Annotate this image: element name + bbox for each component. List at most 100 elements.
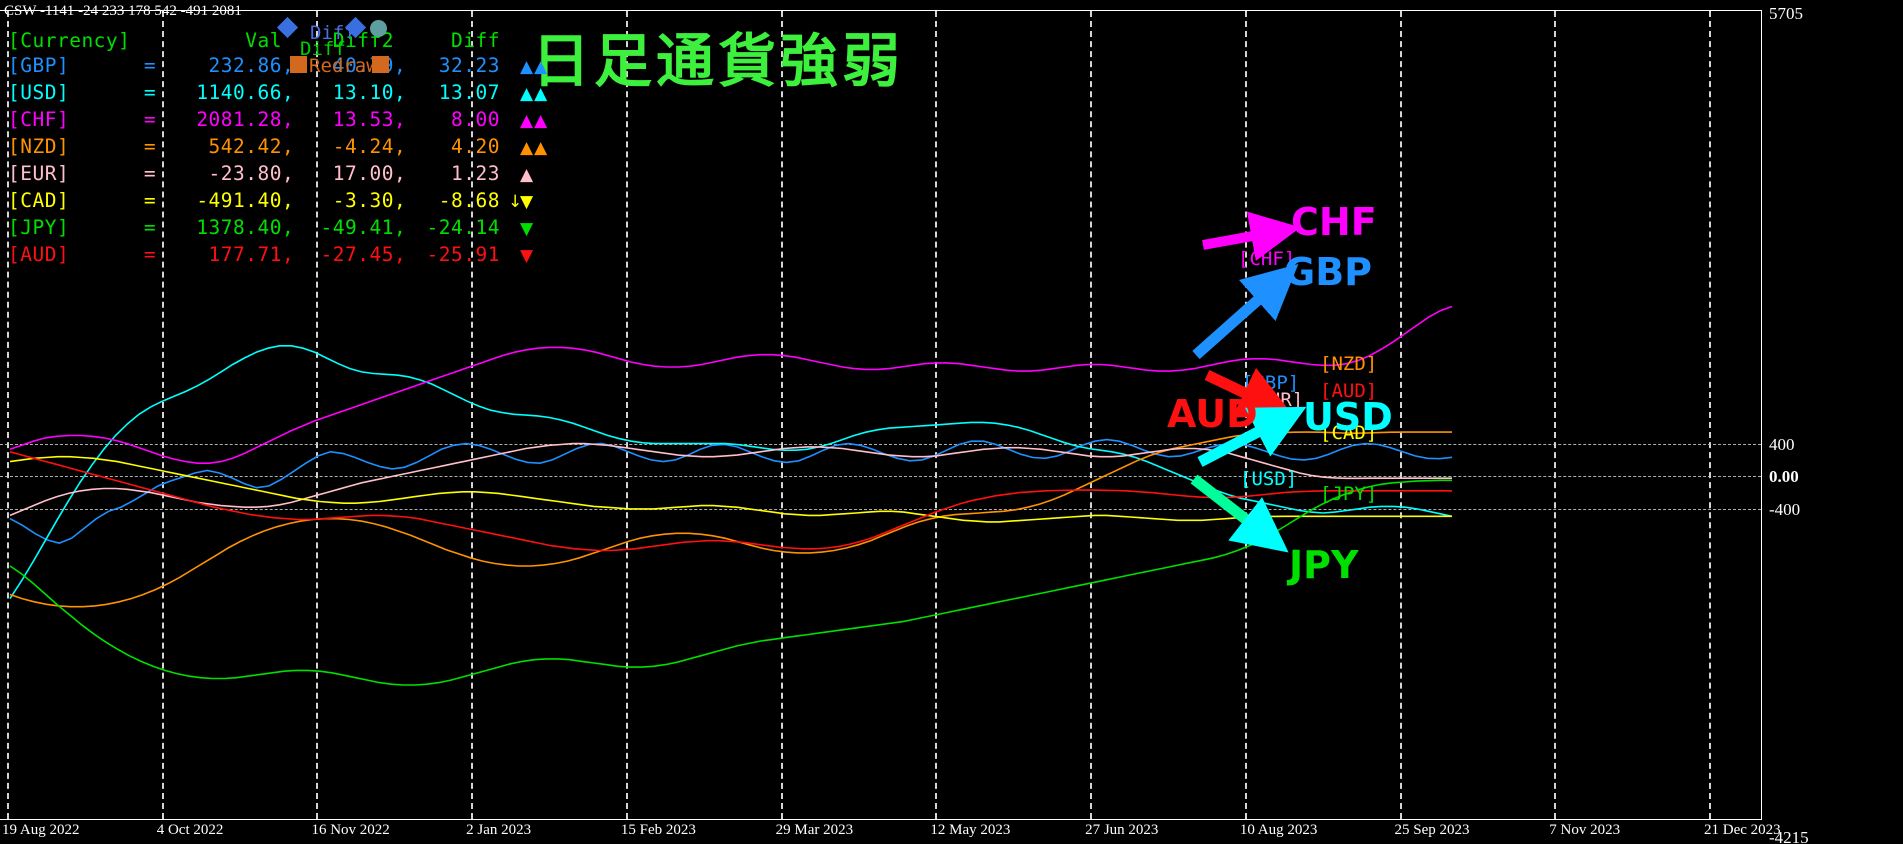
table-row: [JPY] = 1378.40, -49.41, -24.14 ▼ bbox=[8, 215, 570, 242]
control-widgets[interactable]: Diff Diff Redraw bbox=[276, 16, 412, 77]
row-trend-marker-icon: ▲▲ bbox=[500, 136, 570, 161]
row-comma2: , bbox=[394, 189, 407, 212]
row-equals: = bbox=[143, 54, 157, 77]
series-label-nzd: [NZD] bbox=[1320, 353, 1378, 375]
row-val: 1378.40 bbox=[196, 216, 282, 239]
row-comma2: , bbox=[394, 108, 407, 131]
status-circle-icon[interactable] bbox=[370, 20, 387, 37]
row-triangle-icon: ▼ bbox=[520, 246, 535, 266]
row-currency: [CAD] bbox=[8, 189, 70, 212]
row-val: -491.40 bbox=[196, 189, 282, 212]
x-axis-tick-label: 12 May 2023 bbox=[930, 822, 1011, 838]
row-trend-marker-icon: ▲▲ bbox=[500, 82, 570, 107]
row-diff2: -27.45 bbox=[320, 243, 394, 266]
row-equals: = bbox=[143, 108, 157, 131]
status-header-text: CSW -1141 -24 233 178 542 -491 2081 bbox=[4, 3, 242, 19]
redraw-square-left-icon[interactable] bbox=[290, 56, 307, 73]
row-diff: 32.23 bbox=[438, 54, 500, 77]
redraw-button-label[interactable]: Redraw bbox=[309, 55, 378, 77]
table-row: [CAD] = -491.40, -3.30, -8.68 ↓▼ bbox=[8, 188, 570, 215]
row-diff2: -3.30 bbox=[332, 189, 394, 212]
row-comma2: , bbox=[394, 54, 407, 77]
row-comma2: , bbox=[394, 135, 407, 158]
row-val: 2081.28 bbox=[196, 108, 282, 131]
row-comma2: , bbox=[394, 243, 407, 266]
row-currency: [USD] bbox=[8, 81, 70, 104]
table-row: [AUD] = 177.71, -27.45, -25.91 ▼ bbox=[8, 242, 570, 269]
row-diff: 4.20 bbox=[451, 135, 500, 158]
row-currency: [CHF] bbox=[8, 108, 70, 131]
row-val: -23.80 bbox=[208, 162, 282, 185]
row-comma: , bbox=[282, 108, 295, 131]
row-comma: , bbox=[282, 162, 295, 185]
diff2-button-label[interactable]: Diff bbox=[310, 22, 356, 44]
redraw-square-right-icon[interactable] bbox=[372, 56, 389, 73]
row-triangle-icon: ▲▲ bbox=[520, 138, 549, 158]
callout-label-usd: USD bbox=[1303, 395, 1393, 439]
vertical-gridline bbox=[7, 11, 9, 819]
row-comma2: , bbox=[394, 81, 407, 104]
row-diff: -24.14 bbox=[426, 216, 500, 239]
row-trend-marker-icon: ▼ bbox=[500, 244, 570, 269]
y-axis-tick-label: -4215 bbox=[1769, 828, 1809, 844]
row-triangle-icon: ▲▲ bbox=[520, 111, 549, 131]
row-equals: = bbox=[143, 189, 157, 212]
x-axis-tick-label: 27 Jun 2023 bbox=[1085, 822, 1159, 838]
table-body: [GBP] = 232.86, 40.79, 32.23 ▲▲ [USD] = 1140.66,… bbox=[8, 53, 570, 269]
vertical-gridline bbox=[1399, 11, 1402, 819]
diff-button-label[interactable]: Diff bbox=[300, 38, 346, 60]
table-row: [NZD] = 542.42, -4.24, 4.20 ▲▲ bbox=[8, 134, 570, 161]
table-row: [CHF] = 2081.28, 13.53, 8.00 ▲▲ bbox=[8, 107, 570, 134]
vertical-gridline bbox=[935, 11, 938, 819]
x-axis-tick-label: 19 Aug 2022 bbox=[2, 822, 80, 838]
row-currency: [EUR] bbox=[8, 162, 70, 185]
row-diff2: 13.53 bbox=[332, 108, 394, 131]
x-axis-tick-label: 15 Feb 2023 bbox=[620, 822, 696, 838]
row-diff: 13.07 bbox=[438, 81, 500, 104]
callout-label-aud: AUD bbox=[1167, 392, 1258, 436]
row-currency: [AUD] bbox=[8, 243, 70, 266]
horizontal-gridline bbox=[0, 508, 1761, 510]
callout-label-jpy: JPY bbox=[1289, 543, 1359, 587]
row-equals: = bbox=[143, 243, 157, 266]
row-val: 1140.66 bbox=[196, 81, 282, 104]
row-comma: , bbox=[282, 189, 295, 212]
row-diff: 1.23 bbox=[451, 162, 500, 185]
table-row: [EUR] = -23.80, 17.00, 1.23 ▲ bbox=[8, 161, 570, 188]
row-trend-marker-icon: ▲ bbox=[500, 163, 570, 188]
x-axis-tick-label: 29 Mar 2023 bbox=[775, 822, 854, 838]
vertical-gridline bbox=[1554, 11, 1557, 819]
vertical-gridline bbox=[1709, 11, 1711, 819]
row-comma2: , bbox=[394, 162, 407, 185]
header-val: Val bbox=[245, 29, 282, 52]
x-axis-tick-label: 4 Oct 2022 bbox=[156, 822, 224, 838]
row-triangle-icon: ▼ bbox=[520, 219, 535, 239]
row-val: 542.42 bbox=[208, 135, 282, 158]
x-axis-tick-label: 25 Sep 2023 bbox=[1394, 822, 1470, 838]
row-trend-marker-icon: ▼ bbox=[500, 217, 570, 242]
table-row: [USD] = 1140.66, 13.10, 13.07 ▲▲ bbox=[8, 80, 570, 107]
x-axis: 19 Aug 2022 4 Oct 2022 16 Nov 2022 2 Jan 20… bbox=[0, 822, 1781, 844]
table-row: [GBP] = 232.86, 40.79, 32.23 ▲▲ bbox=[8, 53, 570, 80]
x-axis-tick-label: 2 Jan 2023 bbox=[466, 822, 532, 838]
vertical-gridline bbox=[1090, 11, 1093, 819]
y-axis-tick-label: -400 bbox=[1769, 499, 1801, 519]
horizontal-gridline bbox=[0, 443, 1761, 445]
vertical-gridline bbox=[625, 11, 628, 819]
row-val: 232.86 bbox=[208, 54, 282, 77]
row-equals: = bbox=[143, 162, 157, 185]
y-axis: 5705 400 0.00 -400 -4215 bbox=[1763, 0, 1903, 844]
y-axis-tick-label: 0.00 bbox=[1769, 467, 1799, 487]
row-diff: -25.91 bbox=[426, 243, 500, 266]
row-currency: [GBP] bbox=[8, 54, 70, 77]
page-title: 日足通貨強弱 bbox=[532, 27, 905, 95]
row-comma: , bbox=[282, 135, 295, 158]
x-axis-tick-label: 21 Dec 2023 bbox=[1704, 822, 1781, 838]
header-currency: [Currency] bbox=[8, 29, 131, 52]
currency-values-table: [Currency] Val Diff2 Diff [GBP] = 232.86, 4… bbox=[8, 28, 570, 269]
row-trend-marker-icon: ↓▼ bbox=[500, 190, 570, 215]
row-comma: , bbox=[282, 243, 295, 266]
row-currency: [JPY] bbox=[8, 216, 70, 239]
series-label-jpy: [JPY] bbox=[1320, 483, 1378, 505]
